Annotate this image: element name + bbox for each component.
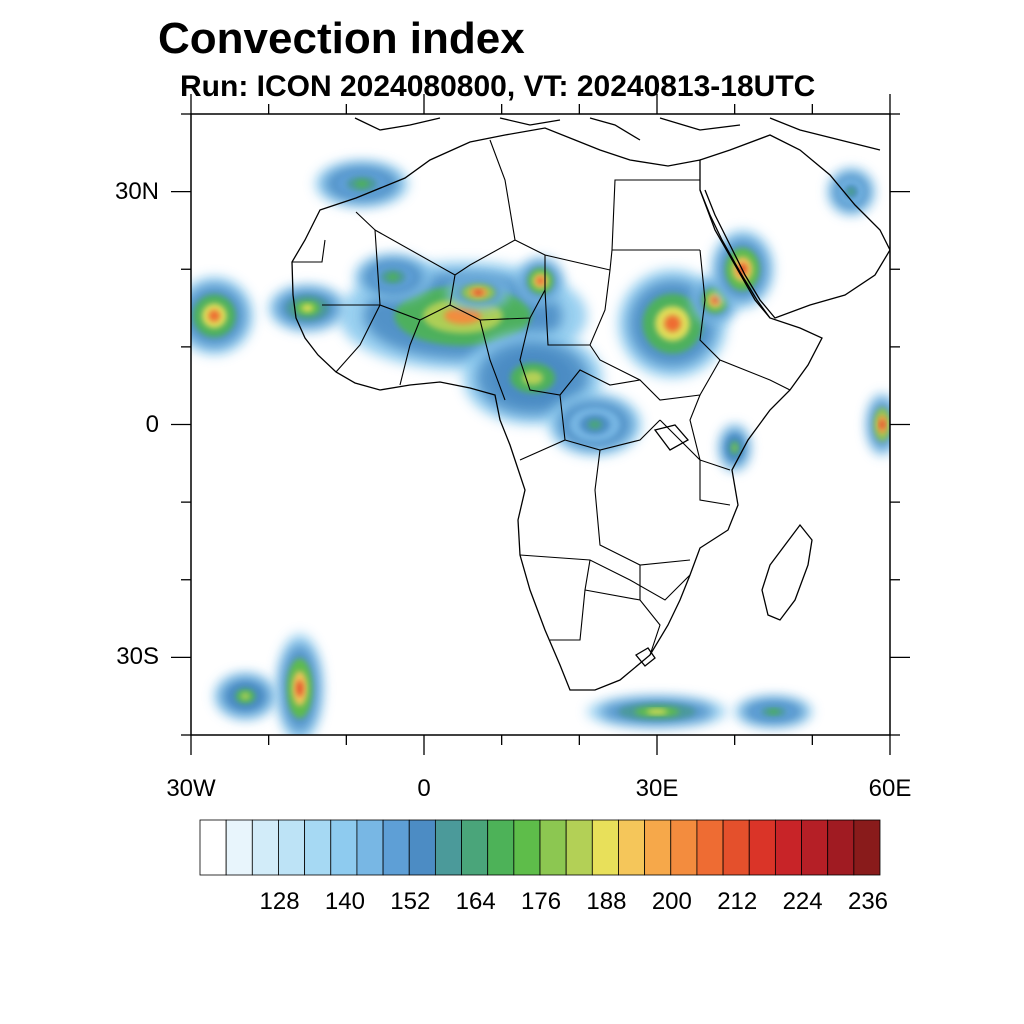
- colorbar-label: 188: [586, 888, 627, 915]
- colorbar-swatch: [644, 819, 672, 876]
- colorbar-swatch: [356, 819, 384, 876]
- convection-senegal-coast: [191, 277, 254, 355]
- colorbar-label: 212: [717, 888, 758, 915]
- convection-south-indian: [734, 696, 813, 728]
- convection-south-atlantic-west: [214, 672, 277, 720]
- arabian-peninsula-coastline: [699, 134, 890, 319]
- convection-south-atlantic-front: [276, 634, 324, 735]
- lon-label: 30W: [166, 775, 216, 802]
- colorbar-swatch: [278, 819, 306, 876]
- colorbar: [199, 819, 881, 876]
- coastlines-borders: [291, 117, 890, 691]
- colorbar-label: 164: [455, 888, 496, 915]
- lake-victoria: [653, 424, 690, 451]
- colorbar-swatch: [722, 819, 750, 876]
- colorbar-swatch: [827, 819, 855, 876]
- lon-label: 60E: [868, 775, 912, 802]
- red-sea-coast: [699, 189, 771, 319]
- lesotho-border: [635, 647, 656, 667]
- convection-congo: [548, 393, 642, 456]
- europe-coastline: [354, 117, 881, 151]
- colorbar-swatch: [382, 819, 410, 876]
- map-title: Convection index: [158, 14, 525, 63]
- colorbar-swatch: [853, 819, 881, 876]
- convection-arabian-north: [827, 168, 875, 215]
- colorbar-swatch: [461, 819, 489, 876]
- convection-mauritania: [354, 253, 432, 301]
- map-subtitle: Run: ICON 2024080800, VT: 20240813-18UTC: [180, 70, 816, 103]
- colorbar-swatch: [748, 819, 776, 876]
- colorbar-swatch: [801, 819, 829, 876]
- lat-label: 30S: [116, 643, 159, 671]
- convection-morocco-atlantic: [315, 160, 409, 208]
- colorbar-swatch: [696, 819, 724, 876]
- convection-indian-ocean: [866, 393, 890, 456]
- country-borders: [292, 139, 791, 656]
- colorbar-label: 128: [259, 888, 300, 915]
- colorbar-swatch: [539, 819, 567, 876]
- colorbar-swatch: [618, 819, 646, 876]
- colorbar-swatch: [565, 819, 593, 876]
- colorbar-swatch: [408, 819, 436, 876]
- colorbar-label: 140: [324, 888, 365, 915]
- colorbar-label: 200: [651, 888, 692, 915]
- axis-ticks: [171, 94, 910, 755]
- convection-guinea: [268, 284, 347, 332]
- convection-south-of-africa: [587, 696, 727, 728]
- colorbar-swatch: [304, 819, 332, 876]
- colorbar-swatch: [199, 819, 227, 876]
- colorbar-swatch: [330, 819, 358, 876]
- colorbar-swatch: [225, 819, 253, 876]
- convection-chad: [517, 257, 564, 305]
- colorbar-swatch: [251, 819, 279, 876]
- colorbar-swatch: [487, 819, 515, 876]
- lon-label: 0: [417, 775, 431, 802]
- convection-nigeria-niger: [447, 277, 510, 309]
- lon-label: 30E: [635, 775, 679, 802]
- colorbar-swatch: [434, 819, 462, 876]
- lat-label: 30N: [114, 177, 159, 205]
- colorbar-label: 176: [521, 888, 562, 915]
- convection-field-layer: [191, 160, 890, 735]
- convection-east-africa-coast: [719, 424, 751, 472]
- colorbar-label: 236: [847, 888, 889, 915]
- lat-label: 0: [145, 410, 159, 438]
- colorbar-swatch: [774, 819, 802, 876]
- madagascar-coastline: [761, 523, 813, 621]
- colorbar-swatch: [591, 819, 619, 876]
- colorbar-swatch: [670, 819, 698, 876]
- colorbar-label: 152: [390, 888, 431, 915]
- colorbar-label: 224: [782, 888, 823, 915]
- colorbar-swatch: [513, 819, 541, 876]
- africa-coastline: [291, 127, 823, 691]
